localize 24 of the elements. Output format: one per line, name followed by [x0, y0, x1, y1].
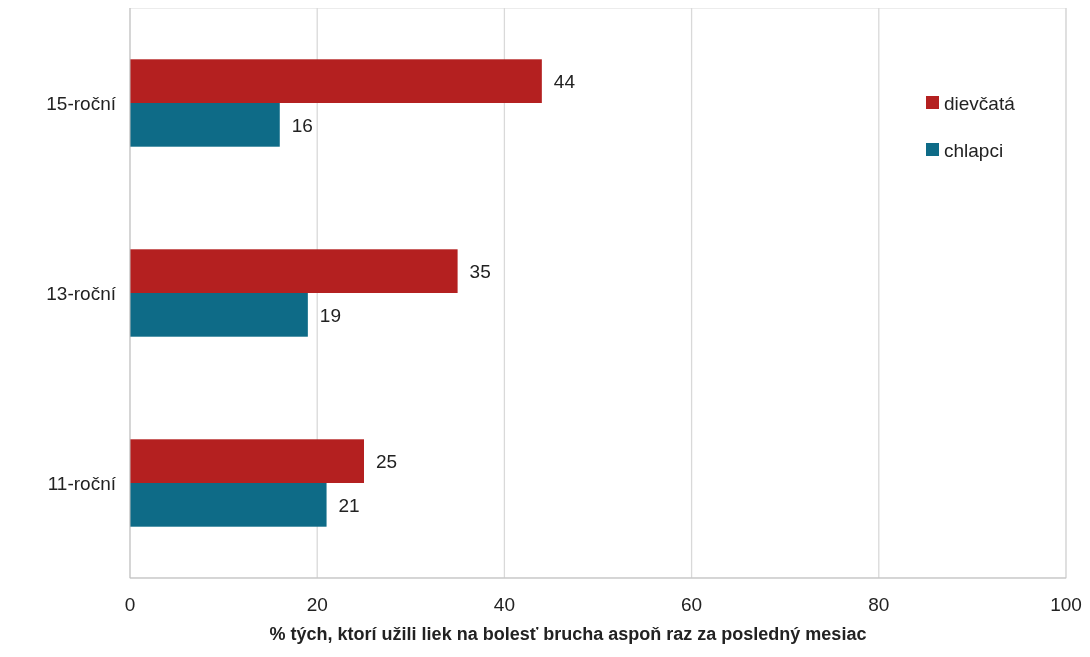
- y-tick-label: 11-roční: [47, 472, 117, 494]
- bar: [130, 293, 308, 337]
- data-label: 16: [291, 114, 313, 136]
- x-axis-title: % tých, ktorí užili liek na bolesť brucha aspoň raz za posledný mesiac: [269, 624, 867, 644]
- x-tick-label: 20: [306, 594, 328, 615]
- x-tick-label: 40: [493, 594, 515, 615]
- bar: [130, 439, 364, 483]
- data-label: 21: [338, 494, 360, 516]
- data-label: 25: [376, 450, 398, 472]
- x-tick-label: 0: [124, 594, 136, 615]
- legend-label: dievčatá: [944, 92, 1016, 114]
- x-tick-label: 80: [868, 594, 890, 615]
- x-tick-label: 100: [1050, 594, 1082, 615]
- bar: [130, 483, 327, 527]
- y-tick-label: 15-roční: [46, 92, 117, 114]
- data-label: 44: [553, 70, 576, 92]
- data-label: 35: [469, 260, 491, 282]
- bar: [130, 103, 280, 147]
- bar: [130, 59, 542, 103]
- y-tick-label: 13-roční: [46, 282, 117, 304]
- data-label: 19: [319, 304, 341, 326]
- x-tick-label: 60: [681, 594, 703, 615]
- legend-label: chlapci: [944, 139, 1004, 161]
- bar: [130, 249, 458, 293]
